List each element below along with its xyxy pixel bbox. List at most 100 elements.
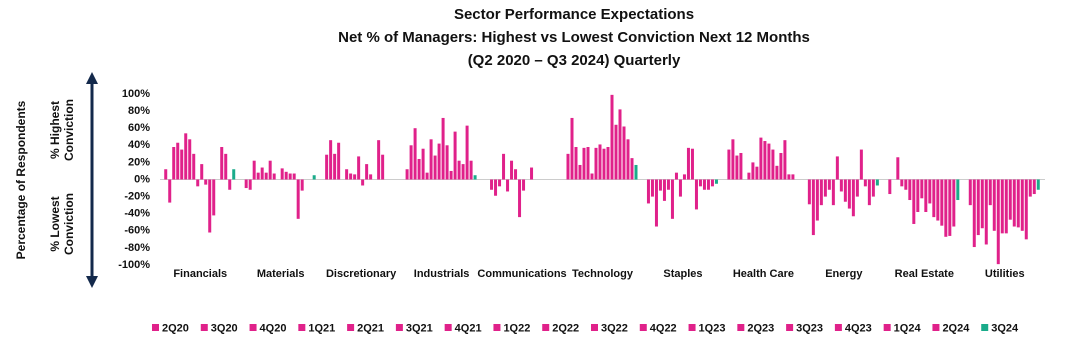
bar: [835, 156, 839, 180]
y-tick-label: 100%: [122, 88, 150, 100]
bar: [867, 179, 871, 206]
legend-swatch: [347, 324, 355, 331]
bar: [473, 175, 477, 180]
legend-label: 3Q23: [796, 322, 823, 334]
bar: [228, 179, 232, 190]
legend-label: 2Q24: [942, 322, 970, 334]
bar: [578, 164, 582, 180]
bar: [618, 109, 622, 180]
bar: [208, 179, 212, 233]
bar: [566, 153, 570, 180]
chart-subtitle: Net % of Managers: Highest vs Lowest Con…: [338, 29, 810, 46]
legend-swatch: [152, 324, 159, 331]
bar: [698, 179, 702, 187]
bar: [1004, 179, 1008, 234]
bar: [176, 142, 180, 180]
bar: [678, 179, 682, 197]
bar: [296, 179, 300, 219]
bar: [425, 172, 429, 180]
chart-title: Sector Performance Expectations: [454, 6, 694, 23]
bar: [184, 133, 188, 180]
bar: [755, 166, 759, 180]
bar: [827, 179, 831, 190]
bar: [570, 117, 574, 180]
bar: [759, 137, 763, 180]
bar: [666, 179, 670, 190]
bar: [634, 164, 638, 180]
bar: [823, 179, 827, 197]
bar: [658, 179, 662, 191]
bar: [1016, 179, 1020, 228]
bar: [449, 170, 453, 180]
bar: [252, 160, 256, 180]
bar: [702, 179, 706, 190]
bar: [365, 164, 369, 180]
bar: [337, 142, 341, 180]
bar: [465, 125, 469, 180]
bar: [819, 179, 823, 206]
bar: [992, 179, 996, 231]
bar: [900, 179, 904, 187]
bar: [506, 179, 510, 192]
legend-swatch: [444, 324, 452, 331]
legend-swatch: [249, 324, 257, 331]
bar: [530, 167, 534, 180]
x-tick-label: Staples: [663, 268, 702, 280]
legend-label: 4Q22: [650, 322, 677, 334]
bar: [333, 153, 337, 180]
bar: [1032, 179, 1036, 195]
y-axis-label: Percentage of Respondents: [14, 100, 28, 259]
legend-label: 4Q23: [845, 322, 872, 334]
bar: [928, 179, 932, 204]
bar: [413, 128, 417, 180]
bar: [739, 152, 743, 180]
bar: [912, 179, 916, 224]
bar: [349, 173, 353, 180]
bar: [674, 172, 678, 180]
chart-subtitle: (Q2 2020 – Q3 2024) Quarterly: [468, 52, 681, 69]
bar: [280, 168, 284, 180]
bar: [871, 179, 875, 197]
bar: [694, 179, 698, 210]
bar: [168, 179, 172, 203]
bar: [445, 145, 449, 180]
legend-swatch: [737, 324, 745, 331]
legend-swatch: [298, 324, 306, 331]
bar: [272, 173, 276, 180]
legend-label: 1Q22: [503, 322, 530, 334]
bar: [490, 179, 494, 190]
bar: [686, 147, 690, 180]
bar: [843, 179, 847, 202]
bar: [224, 153, 228, 180]
bar: [453, 131, 457, 180]
legend-swatch: [395, 324, 403, 331]
bar: [1024, 179, 1028, 240]
bar: [594, 147, 598, 180]
bar: [984, 179, 988, 245]
legend-label: 3Q24: [991, 322, 1019, 334]
x-tick-label: Financials: [173, 268, 227, 280]
legend-swatch: [542, 324, 550, 331]
y-tick-label: -80%: [124, 242, 150, 254]
bar: [610, 94, 614, 180]
bar: [690, 148, 694, 180]
bar: [948, 179, 952, 236]
bar: [996, 179, 1000, 265]
bar: [405, 169, 409, 180]
bar: [329, 140, 333, 180]
bar: [417, 158, 421, 180]
bar: [767, 143, 771, 180]
x-tick-label: Utilities: [985, 268, 1025, 280]
bar: [807, 179, 811, 205]
y-tick-label: 20%: [128, 156, 150, 168]
bar: [381, 154, 385, 180]
bar: [357, 156, 361, 180]
bar: [714, 179, 718, 184]
bar: [904, 179, 908, 190]
bar: [614, 124, 618, 180]
legend-swatch: [688, 324, 696, 331]
bar: [582, 147, 586, 180]
bar: [498, 179, 502, 187]
bar: [771, 149, 775, 180]
bar: [586, 147, 590, 180]
